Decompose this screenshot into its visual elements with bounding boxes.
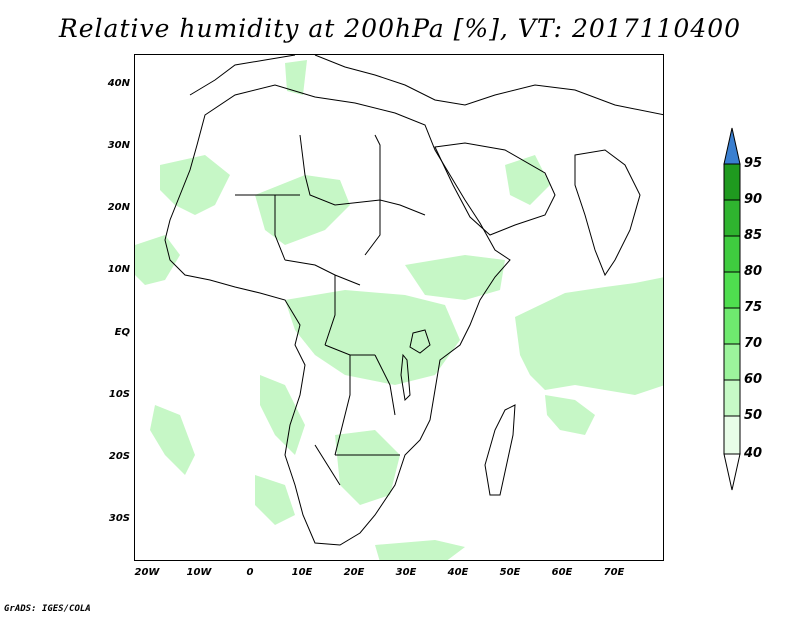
lat-label: 10N: [107, 264, 130, 275]
humidity-patch-west-coast: [135, 235, 180, 285]
lat-label: 40N: [107, 78, 130, 89]
lat-label: 30S: [108, 513, 130, 524]
lon-label: 20W: [134, 567, 160, 578]
lat-label: 10S: [108, 389, 130, 400]
humidity-patch-central-africa: [285, 290, 460, 385]
madagascar-outline: [484, 404, 516, 496]
humidity-patch-indian-ocean-south: [545, 395, 595, 435]
africa-map: [135, 55, 663, 560]
humidity-patch-southern-ocean: [375, 540, 465, 560]
colorbar-label: 70: [744, 336, 763, 351]
colorbar-under-triangle: [723, 453, 741, 491]
colorbar-label: 75: [744, 300, 763, 315]
humidity-shading: [135, 60, 663, 560]
colorbar-band: [723, 343, 741, 381]
national-borders: [235, 134, 426, 486]
humidity-patch-east-africa: [405, 255, 505, 300]
grads-credit: GrADS: IGES/COLA: [4, 604, 91, 614]
humidity-patch-south-coast: [255, 475, 295, 525]
coastlines-borders: [164, 55, 663, 546]
colorbar-label: 80: [744, 264, 763, 279]
humidity-patch-atlantic-sw: [150, 405, 195, 475]
humidity-patch-sea: [630, 295, 660, 345]
lon-label: 70E: [603, 567, 625, 578]
humidity-patch-arabia: [505, 155, 550, 205]
lat-label: 20S: [108, 451, 130, 462]
humidity-patch-mediterranean: [285, 60, 307, 95]
lake-victoria: [409, 329, 431, 354]
colorbar-band: [723, 415, 741, 455]
colorbar-label: 60: [744, 372, 763, 387]
colorbar-band: [723, 379, 741, 417]
colorbar-band: [723, 307, 741, 345]
africa-coastline: [164, 84, 511, 546]
colorbar-label: 50: [744, 408, 763, 423]
colorbar-band: [723, 235, 741, 273]
humidity-patch-south-atlantic: [260, 375, 305, 455]
lon-label: 40E: [447, 567, 469, 578]
map-title: Relative humidity at 200hPa [%], VT: 201…: [58, 14, 742, 43]
lon-label: 50E: [499, 567, 521, 578]
colorbar-label: 95: [744, 156, 763, 171]
india-coastline: [574, 149, 641, 277]
colorbar-band: [723, 163, 741, 201]
arabia-coastline: [434, 142, 556, 236]
europe-coastline: [189, 55, 663, 116]
lat-label: 20N: [107, 202, 130, 213]
lon-label: 0: [246, 567, 254, 578]
humidity-patch-sahel: [255, 175, 350, 245]
map-panel[interactable]: [134, 54, 664, 561]
lon-label: 30E: [395, 567, 417, 578]
lat-label: EQ: [114, 327, 130, 338]
lake-tanganyika: [400, 353, 411, 402]
lat-label: 30N: [107, 140, 130, 151]
colorbar-label: 90: [744, 192, 763, 207]
lon-label: 20E: [343, 567, 365, 578]
lon-label: 10E: [291, 567, 313, 578]
humidity-patch-southern-africa: [335, 430, 400, 505]
lon-label: 60E: [551, 567, 573, 578]
colorbar-over-triangle: [723, 127, 741, 165]
colorbar-band: [723, 271, 741, 309]
humidity-patch-indian-ocean: [515, 277, 663, 395]
colorbar-label: 85: [744, 228, 763, 243]
colorbar-band: [723, 199, 741, 237]
lon-label: 10W: [186, 567, 212, 578]
colorbar-label: 40: [744, 446, 763, 461]
